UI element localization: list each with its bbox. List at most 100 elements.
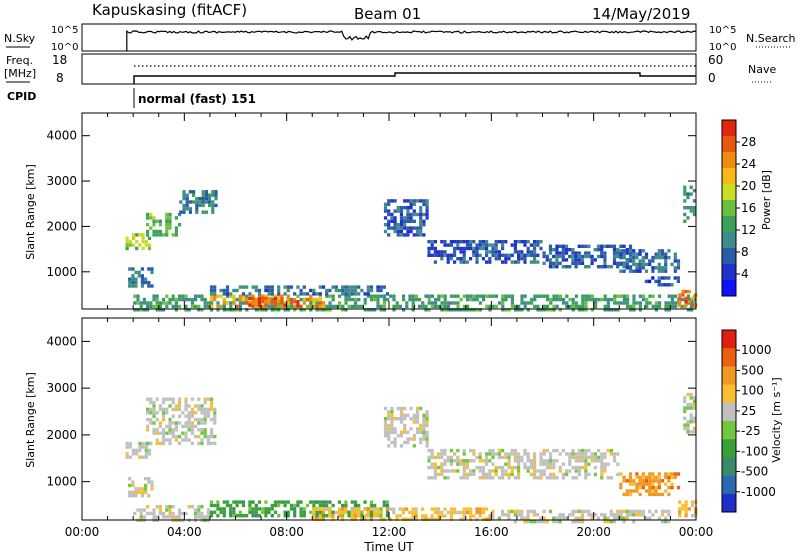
data-cell [657,485,661,490]
data-cell [248,510,252,514]
data-cell [203,397,207,401]
data-cell [622,244,626,248]
data-cell [651,492,655,497]
data-cell [660,269,665,273]
data-cell [606,244,610,248]
data-cell [139,515,143,519]
data-cell [683,212,687,217]
data-cell [577,509,581,514]
data-cell [392,304,396,309]
data-cell [248,294,252,298]
data-cell [216,304,220,309]
data-cell [267,304,271,309]
data-cell [370,308,374,312]
data-cell [635,266,639,270]
data-cell [578,308,582,312]
colorbar-swatch [722,330,736,349]
data-cell [593,513,597,517]
data-cell [350,514,354,518]
data-cell [552,304,556,309]
data-cell [200,308,204,312]
data-cell [453,246,457,251]
data-cell [427,448,431,453]
power-colorbar-label: Power [dB] [760,170,773,230]
data-cell [638,269,642,273]
data-cell [222,507,226,511]
data-cell [376,297,380,302]
data-cell [406,229,410,234]
data-cell [158,407,162,412]
data-cell [549,472,553,477]
data-cell [406,206,410,210]
data-cell [424,517,428,521]
data-cell [155,417,159,422]
data-cell [648,294,652,298]
data-cell [414,294,418,298]
data-cell [147,246,152,251]
data-cell [539,246,543,251]
data-cell [536,513,540,517]
data-cell [312,517,316,521]
data-cell [603,244,607,248]
data-cell [488,476,492,480]
data-cell [197,511,201,516]
data-cell [133,294,137,298]
data-cell [628,244,633,248]
data-cell [459,257,463,261]
data-cell [449,257,453,261]
data-cell [622,252,626,256]
data-cell [481,240,485,244]
data-cell [387,444,391,448]
data-cell [485,260,489,264]
data-cell [194,508,198,512]
data-cell [401,510,405,515]
data-cell [165,301,169,305]
data-cell [689,185,693,189]
data-cell [485,294,489,298]
data-cell [453,240,457,244]
data-cell [125,441,129,446]
data-cell [379,304,383,309]
data-cell [140,284,144,288]
data-cell [600,244,604,248]
data-cell [337,507,341,511]
data-cell [497,240,501,244]
data-cell [641,475,645,480]
data-cell [529,250,533,254]
data-cell [565,294,569,298]
data-cell [657,255,661,260]
data-cell [616,301,620,305]
data-cell [187,411,191,415]
data-cell [280,304,284,309]
data-cell [686,426,690,431]
data-cell [584,251,588,255]
data-cell [405,507,409,511]
data-cell [171,407,175,412]
data-cell [513,246,517,251]
data-cell [363,292,367,296]
data-cell [469,246,473,251]
data-cell [184,424,188,429]
data-cell [206,434,210,439]
data-cell [641,479,645,483]
data-cell [494,257,498,261]
data-cell [147,480,151,484]
data-cell [403,406,407,411]
data-cell [210,397,214,401]
data-cell [446,510,450,515]
data-cell [606,519,610,524]
data-cell [419,430,423,434]
data-cell [165,219,169,223]
data-cell [251,514,255,518]
data-cell [692,206,696,210]
data-cell [409,206,413,210]
data-cell [128,494,132,498]
data-cell [174,226,178,230]
data-cell [641,509,645,514]
data-cell [395,304,399,309]
data-cell [641,262,645,267]
data-cell [366,510,370,515]
time-tick-label: 16:00 [474,525,509,539]
data-cell [331,517,335,521]
